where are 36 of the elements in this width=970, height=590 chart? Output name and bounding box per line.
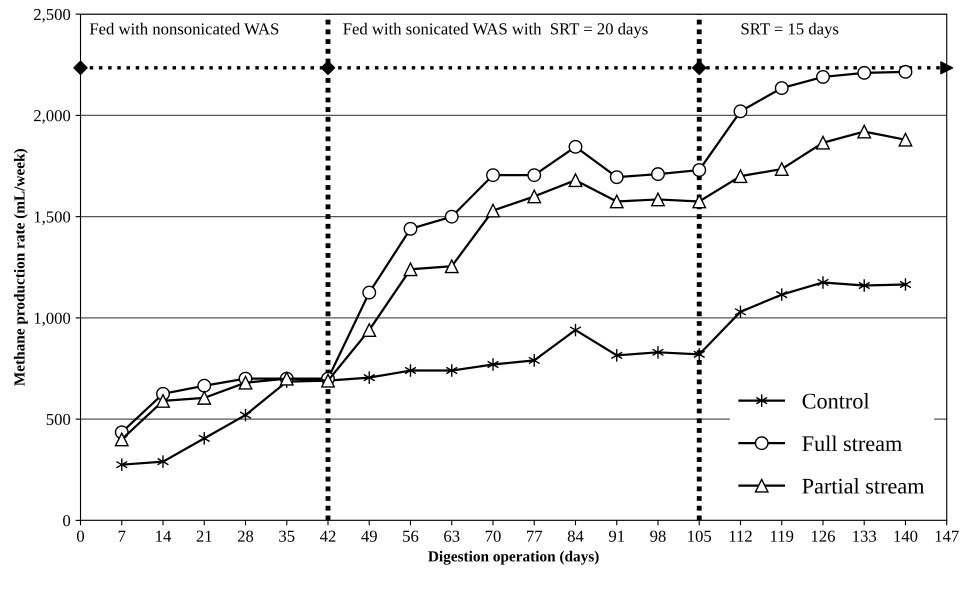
legend-label: Partial stream: [802, 478, 924, 494]
x-tick-label: 49: [361, 530, 377, 542]
legend-label: Full stream: [802, 435, 902, 452]
x-tick-label: 0: [76, 530, 84, 542]
x-tick-label: 14: [156, 530, 172, 542]
x-tick-label: 70: [486, 530, 501, 542]
x-axis-title: Digestion operation (days): [428, 550, 599, 565]
x-tick-label: 21: [196, 530, 212, 542]
x-tick-label: 7: [118, 530, 126, 542]
x-tick-label: 140: [894, 530, 918, 542]
x-tick-label: 42: [320, 530, 336, 542]
y-tick-label: 0: [63, 515, 70, 526]
x-tick-label: 35: [279, 530, 294, 542]
x-tick-label: 119: [771, 530, 794, 542]
x-tick-label: 147: [936, 530, 959, 542]
y-tick-label: 2,000: [34, 110, 70, 124]
x-tick-label: 133: [853, 530, 876, 542]
x-tick-label: 77: [527, 530, 542, 542]
y-tick-label: 1,000: [34, 312, 70, 326]
x-tick-label: 98: [650, 530, 666, 542]
x-tick-label: 63: [444, 530, 460, 542]
annotation: Fed with sonicated WAS with SRT = 20 days: [343, 22, 648, 38]
y-tick-label: 1,500: [34, 211, 70, 225]
annotation: Fed with nonsonicated WAS: [90, 22, 278, 35]
x-tick-label: 91: [608, 530, 624, 542]
legend-label: Control: [802, 392, 870, 409]
x-tick-label: 28: [238, 530, 254, 542]
y-tick-label: 500: [46, 414, 70, 426]
x-tick-label: 105: [688, 530, 712, 542]
x-tick-label: 56: [403, 530, 418, 542]
annotation: SRT = 15 days: [742, 22, 838, 38]
x-tick-label: 112: [730, 530, 752, 542]
y-tick-label: 2,500: [34, 8, 70, 23]
x-tick-label: 84: [568, 530, 584, 542]
x-tick-label: 126: [812, 530, 835, 542]
y-axis-title: Methane production rate (mL/week): [14, 149, 28, 386]
